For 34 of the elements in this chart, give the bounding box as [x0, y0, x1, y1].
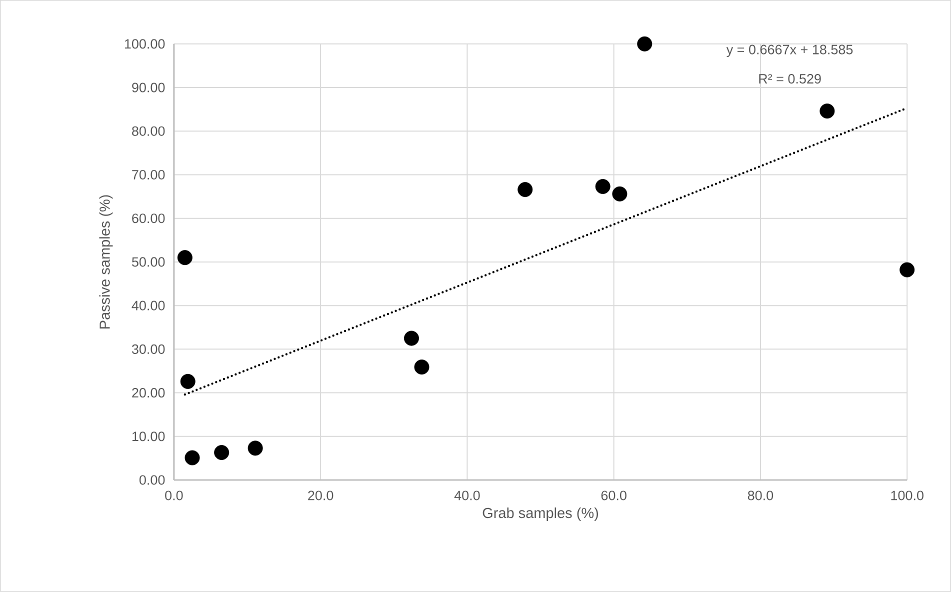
y-tick-label: 0.00 — [139, 475, 165, 485]
y-tick-label: 100.00 — [124, 39, 165, 49]
point — [900, 262, 915, 278]
y-tick-label: 40.00 — [132, 300, 165, 310]
y-tick-label: 50.00 — [132, 257, 165, 267]
point — [637, 36, 652, 52]
x-tick-label: 20.0 — [308, 490, 334, 500]
y-axis-title: Passive samples (%) — [99, 195, 113, 328]
y-tick-label: 90.00 — [132, 82, 165, 92]
x-tick-label: 40.0 — [454, 490, 480, 500]
x-axis-title: Grab samples (%) — [482, 508, 598, 522]
point — [180, 374, 196, 389]
x-tick-label: 80.0 — [748, 490, 774, 500]
point — [595, 179, 610, 194]
point — [518, 182, 533, 198]
y-tick-label: 60.00 — [132, 214, 165, 224]
x-tick-label: 60.0 — [601, 490, 626, 500]
y-tick-label: 70.00 — [132, 170, 165, 180]
annotation: R² = 0.529 — [759, 74, 821, 84]
y-tick-label: 30.00 — [132, 344, 165, 354]
x-tick-label: 0.0 — [165, 490, 183, 500]
y-tick-label: 10.00 — [132, 432, 165, 442]
point — [612, 186, 628, 202]
point — [177, 250, 192, 266]
point — [820, 104, 835, 119]
y-tick-label: 80.00 — [132, 126, 165, 136]
point — [248, 440, 263, 456]
point — [404, 330, 419, 346]
point — [184, 450, 200, 466]
point — [214, 445, 230, 460]
annotation: y = 0.6667x + 18.585 — [726, 44, 853, 58]
x-tick-label: 100.0 — [891, 490, 924, 500]
y-tick-label: 20.00 — [132, 388, 165, 398]
point — [414, 360, 430, 375]
